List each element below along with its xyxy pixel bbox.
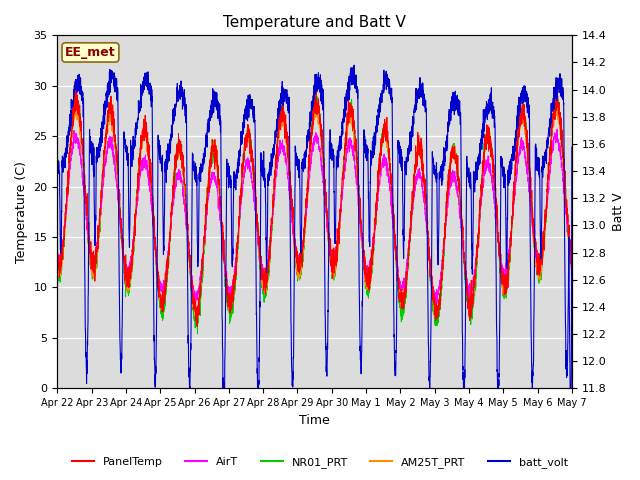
Title: Temperature and Batt V: Temperature and Batt V (223, 15, 406, 30)
X-axis label: Time: Time (300, 414, 330, 427)
Text: EE_met: EE_met (65, 46, 116, 59)
Y-axis label: Temperature (C): Temperature (C) (15, 161, 28, 263)
Legend: PanelTemp, AirT, NR01_PRT, AM25T_PRT, batt_volt: PanelTemp, AirT, NR01_PRT, AM25T_PRT, ba… (68, 452, 572, 472)
Y-axis label: Batt V: Batt V (612, 192, 625, 231)
